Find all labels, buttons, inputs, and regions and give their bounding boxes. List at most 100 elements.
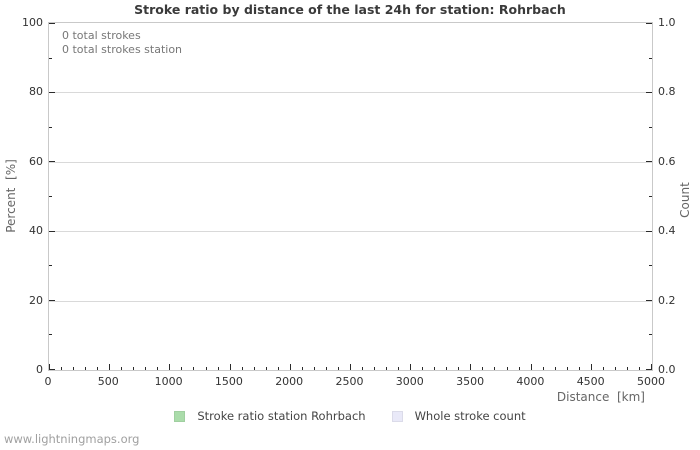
x-tick xyxy=(145,367,147,370)
x-tick xyxy=(325,367,327,370)
x-tick xyxy=(337,367,339,370)
x-tick-label: 3000 xyxy=(395,375,424,388)
legend-swatch xyxy=(391,410,403,422)
x-tick xyxy=(626,367,628,370)
x-tick xyxy=(169,364,171,370)
y-left-tick-label: 100 xyxy=(22,16,43,29)
y-right-tick xyxy=(649,196,652,197)
x-tick xyxy=(85,367,87,370)
y-right-tick-label: 1.0 xyxy=(658,16,676,29)
x-tick xyxy=(374,367,376,370)
y-right-tick xyxy=(646,92,652,94)
x-tick xyxy=(446,367,448,370)
x-tick xyxy=(49,364,50,370)
x-tick xyxy=(181,367,183,370)
x-tick xyxy=(422,367,424,370)
x-tick xyxy=(434,367,436,370)
y-right-tick xyxy=(646,369,652,370)
y-right-tick xyxy=(649,334,652,336)
legend: Stroke ratio station Rohrbach Whole strok… xyxy=(0,409,700,423)
x-tick xyxy=(578,367,580,370)
gridline xyxy=(49,92,652,94)
y-left-tick xyxy=(49,230,55,232)
x-tick xyxy=(121,367,123,370)
x-tick xyxy=(97,367,99,370)
x-tick xyxy=(410,364,412,370)
footer-link[interactable]: www.lightningmaps.org xyxy=(4,432,140,446)
y-right-tick xyxy=(646,23,652,24)
x-tick xyxy=(651,364,652,370)
y-left-tick xyxy=(49,161,55,163)
x-tick-label: 2500 xyxy=(335,375,364,388)
plot-annotations: 0 total strokes 0 total strokes station xyxy=(62,29,182,57)
x-tick-label: 4500 xyxy=(576,375,605,388)
legend-label: Stroke ratio station Rohrbach xyxy=(197,409,366,423)
legend-swatch xyxy=(174,410,186,422)
x-axis-title: Distance [km] xyxy=(556,390,645,404)
chart-title: Stroke ratio by distance of the last 24h… xyxy=(134,2,566,17)
x-tick-label: 500 xyxy=(97,375,119,388)
x-tick xyxy=(398,367,400,370)
x-tick xyxy=(289,364,291,370)
x-tick xyxy=(470,364,472,370)
y-right-tick xyxy=(649,57,652,59)
x-tick xyxy=(566,367,568,370)
y-right-tick-label: 0.4 xyxy=(658,224,676,238)
x-tick xyxy=(614,367,616,370)
x-tick xyxy=(73,367,75,370)
x-tick-label: 3500 xyxy=(456,375,485,388)
x-tick-label: 1500 xyxy=(214,375,243,388)
x-tick xyxy=(277,367,279,370)
x-tick xyxy=(265,367,267,370)
y-left-tick-label: 20 xyxy=(29,293,43,307)
x-tick-label: 4000 xyxy=(516,375,545,388)
y-left-tick-label: 40 xyxy=(29,224,43,238)
x-tick xyxy=(61,367,63,370)
y-right-tick xyxy=(649,126,652,128)
x-tick xyxy=(157,367,159,370)
x-tick xyxy=(506,367,508,370)
y-axis-title-right: Count xyxy=(678,182,692,218)
gridline xyxy=(49,231,652,233)
y-right-tick xyxy=(646,299,652,301)
y-left-tick-label: 60 xyxy=(29,154,43,168)
y-left-tick xyxy=(49,196,52,197)
y-left-tick xyxy=(49,57,52,59)
x-tick xyxy=(542,367,544,370)
x-tick xyxy=(590,364,592,370)
y-right-tick-label: 0.6 xyxy=(658,154,676,168)
y-right-tick-label: 0.8 xyxy=(658,85,676,99)
x-tick xyxy=(109,364,111,370)
y-right-tick xyxy=(649,265,652,267)
x-tick xyxy=(313,367,315,370)
y-left-tick xyxy=(49,126,52,128)
y-left-tick-label: 0 xyxy=(36,363,43,376)
x-tick xyxy=(458,367,460,370)
x-tick xyxy=(205,367,207,370)
x-tick xyxy=(482,367,484,370)
y-right-tick-label: 0.2 xyxy=(658,293,676,307)
x-tick-label: 1000 xyxy=(154,375,183,388)
plot-area: 0 total strokes 0 total strokes station xyxy=(48,22,653,371)
x-tick xyxy=(133,367,135,370)
x-tick xyxy=(554,367,556,370)
x-tick xyxy=(229,364,231,370)
x-tick xyxy=(602,367,604,370)
x-tick xyxy=(638,367,640,370)
x-tick xyxy=(253,367,255,370)
x-tick xyxy=(301,367,303,370)
gridline xyxy=(49,300,652,302)
y-right-tick xyxy=(646,230,652,232)
y-axis-title-left: Percent [%] xyxy=(4,159,18,233)
x-tick-label: 0 xyxy=(44,375,52,388)
legend-label: Whole stroke count xyxy=(414,409,526,423)
y-left-tick-label: 80 xyxy=(29,85,43,99)
x-tick xyxy=(362,367,364,370)
x-tick xyxy=(350,364,351,370)
x-tick xyxy=(494,367,496,370)
y-left-tick xyxy=(49,334,52,336)
x-tick xyxy=(518,367,520,370)
legend-entry: Stroke ratio station Rohrbach xyxy=(174,409,366,423)
y-left-tick xyxy=(49,92,55,94)
